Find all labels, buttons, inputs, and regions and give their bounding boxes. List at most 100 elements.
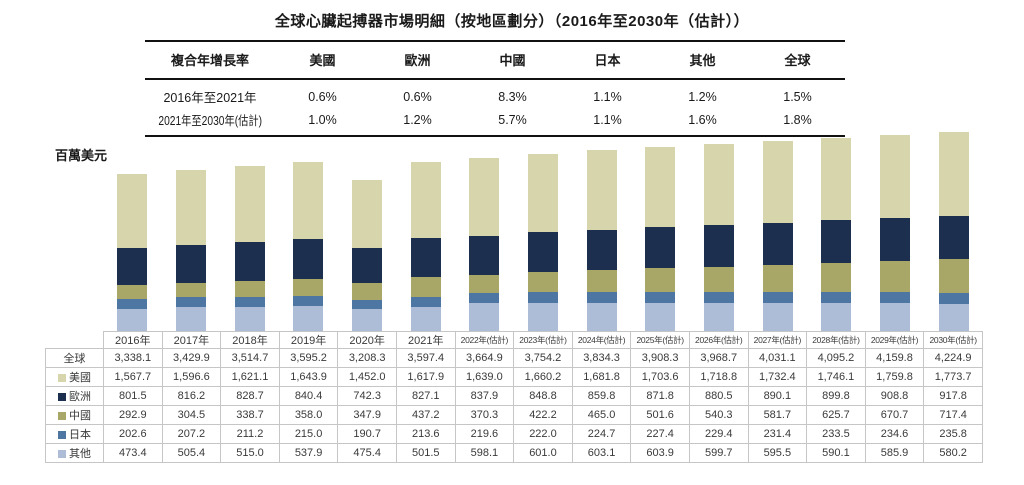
bar-slot-2025年(估計): [631, 125, 690, 331]
value-cell: 890.1: [747, 386, 808, 406]
bar-segment-其他: [410, 307, 441, 331]
year-column-header: 2027年(估計): [747, 331, 808, 349]
bar-segment-其他: [293, 305, 324, 331]
cagr-value: 0.6%: [403, 89, 432, 104]
value-cell: 816.2: [161, 386, 222, 406]
bar-segment-其他: [528, 302, 559, 331]
value-cell: 213.6: [395, 424, 456, 444]
cagr-value: 1.0%: [308, 112, 337, 127]
cagr-table: 複合年增長率 美國 歐洲 中國 日本 其他 全球 2016年至2021年 0.6% 0.6% 8.…: [145, 40, 845, 137]
bar-segment-歐洲: [821, 220, 852, 263]
bar-segment-中國: [176, 283, 206, 298]
bar-slot-2028年(估計): [807, 125, 866, 331]
cagr-value: 1.1%: [593, 112, 622, 127]
value-cell: 3,664.9: [454, 348, 515, 368]
bar-slot-2017年: [162, 125, 221, 331]
year-column-header: 2026年(估計): [688, 331, 749, 349]
bar-segment-歐洲: [469, 235, 500, 276]
stacked-bar: [469, 158, 500, 331]
value-cell: 235.8: [923, 424, 983, 444]
cagr-row: 2016年至2021年 0.6% 0.6% 8.3% 1.1% 1.2% 1.5%: [145, 79, 845, 108]
table-row-其他: 其他 473.4 505.4 515.0 537.9 475.4 501.5 598.1 601…: [45, 443, 983, 463]
bar-segment-歐洲: [586, 229, 617, 271]
row-label-cell: 全球: [45, 348, 104, 368]
value-cell: 828.7: [220, 386, 280, 406]
value-cell: 3,514.7: [220, 348, 280, 368]
year-column-header: 2019年: [278, 331, 339, 349]
year-column-header: 2029年(估計): [864, 331, 925, 349]
stacked-bar: [821, 138, 852, 331]
bar-segment-歐洲: [762, 222, 793, 265]
value-cell: 590.1: [806, 443, 866, 463]
table-row-中國: 中國 292.9 304.5 338.7 358.0 347.9 437.2 370.3 422…: [45, 405, 983, 425]
bar-segment-中國: [645, 268, 676, 292]
value-cell: 234.6: [864, 424, 925, 444]
value-cell: 207.2: [161, 424, 222, 444]
value-cell: 1,718.8: [688, 367, 749, 387]
table-row-日本: 日本 202.6 207.2 211.2 215.0 190.7 213.6 219.6 222…: [45, 424, 983, 444]
bar-segment-其他: [880, 303, 911, 331]
bar-slot-2027年(估計): [748, 125, 807, 331]
value-cell: 603.1: [571, 443, 632, 463]
value-cell: 880.5: [688, 386, 749, 406]
cagr-header-region: 美國: [309, 53, 336, 68]
bar-segment-歐洲: [528, 232, 559, 273]
stacked-bar: [645, 146, 676, 331]
stacked-bar: [293, 161, 324, 331]
value-cell: 1,773.7: [923, 367, 983, 387]
value-cell: 3,595.2: [278, 348, 339, 368]
bar-segment-美國: [645, 146, 676, 228]
stacked-bar: [234, 165, 265, 331]
series-label: 美國: [69, 372, 91, 384]
value-cell: 222.0: [513, 424, 573, 444]
value-cell: 370.3: [454, 405, 515, 425]
table-corner-cell: [45, 331, 104, 349]
value-cell: 1,643.9: [278, 367, 339, 387]
cagr-value: 1.8%: [783, 112, 812, 127]
value-cell: 4,095.2: [806, 348, 866, 368]
series-label: 中國: [69, 410, 91, 422]
value-cell: 4,031.1: [747, 348, 808, 368]
value-cell: 233.5: [806, 424, 866, 444]
value-cell: 1,746.1: [806, 367, 866, 387]
bar-segment-日本: [645, 291, 676, 303]
value-cell: 505.4: [161, 443, 222, 463]
value-cell: 292.9: [103, 405, 163, 425]
stacked-bar: [117, 173, 148, 331]
value-cell: 227.4: [630, 424, 690, 444]
cagr-row-label: 2016年至2021年: [145, 79, 275, 108]
bar-segment-中國: [234, 280, 265, 297]
cagr-value: 1.5%: [783, 89, 812, 104]
chart-title: 全球心臟起搏器市場明細（按地區劃分）（2016年至2030年（估計））: [274, 13, 750, 30]
value-cell: 202.6: [103, 424, 163, 444]
value-cell: 3,754.2: [513, 348, 573, 368]
value-cell: 215.0: [278, 424, 339, 444]
bar-segment-歐洲: [352, 248, 383, 284]
table-row-歐洲: 歐洲 801.5 816.2 828.7 840.4 742.3 827.1 837.9 848…: [45, 386, 983, 406]
value-cell: 465.0: [571, 405, 632, 425]
value-cell: 595.5: [747, 443, 808, 463]
bar-segment-中國: [880, 260, 911, 293]
value-cell: 3,208.3: [337, 348, 397, 368]
value-cell: 358.0: [278, 405, 339, 425]
value-cell: 625.7: [806, 405, 866, 425]
value-cell: 871.8: [630, 386, 690, 406]
value-cell: 840.4: [278, 386, 339, 406]
value-cell: 1,621.1: [220, 367, 280, 387]
value-cell: 3,968.7: [688, 348, 749, 368]
series-label: 全球: [63, 353, 86, 365]
cagr-header-region: 全球: [784, 53, 811, 68]
value-cell: 473.4: [103, 443, 163, 463]
cagr-value: 1.1%: [593, 89, 622, 104]
value-cell: 1,681.8: [571, 367, 632, 387]
bar-segment-歐洲: [410, 237, 441, 277]
bar-segment-中國: [704, 266, 735, 292]
value-cell: 917.8: [923, 386, 983, 406]
value-cell: 540.3: [688, 405, 749, 425]
cagr-header-label: 複合年增長率: [170, 53, 249, 68]
stacked-bar: [880, 135, 911, 331]
value-cell: 3,597.4: [395, 348, 456, 368]
bar-segment-日本: [352, 299, 383, 309]
year-column-header: 2022年(估計): [454, 331, 515, 349]
series-label: 日本: [69, 429, 91, 441]
